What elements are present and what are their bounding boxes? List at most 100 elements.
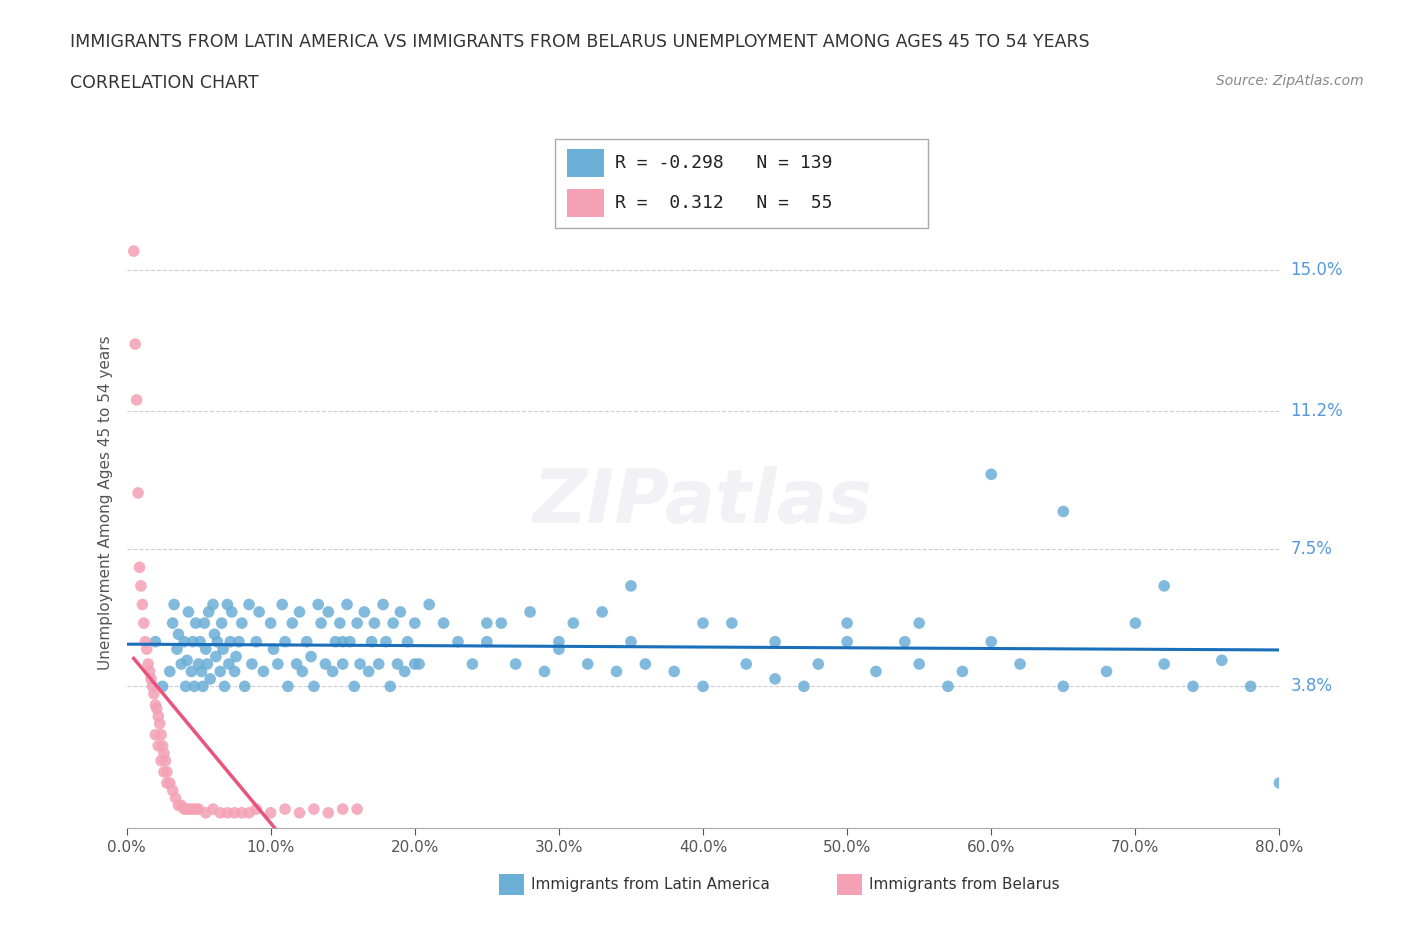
Point bbox=[576, 657, 599, 671]
Point bbox=[371, 597, 394, 612]
Point bbox=[548, 634, 571, 649]
Point bbox=[146, 701, 169, 716]
Point bbox=[211, 616, 233, 631]
Point bbox=[291, 664, 314, 679]
Point bbox=[174, 679, 197, 694]
Point bbox=[240, 657, 263, 671]
Point bbox=[307, 597, 329, 612]
Point bbox=[1052, 504, 1074, 519]
Text: 7.5%: 7.5% bbox=[1291, 539, 1333, 558]
Point bbox=[173, 802, 195, 817]
Point bbox=[980, 634, 1002, 649]
Point bbox=[475, 634, 498, 649]
Point bbox=[763, 671, 786, 686]
Point bbox=[332, 657, 354, 671]
Point bbox=[145, 698, 166, 712]
Point bbox=[127, 485, 149, 500]
Point bbox=[184, 802, 207, 817]
Point bbox=[139, 671, 162, 686]
Point bbox=[763, 634, 786, 649]
Point bbox=[170, 657, 193, 671]
Point bbox=[231, 616, 253, 631]
Point bbox=[180, 664, 202, 679]
Point bbox=[233, 679, 256, 694]
Point bbox=[353, 604, 375, 619]
Point bbox=[374, 634, 398, 649]
Point bbox=[198, 671, 221, 686]
Point bbox=[634, 657, 657, 671]
Point bbox=[205, 649, 228, 664]
Point bbox=[225, 649, 247, 664]
Point bbox=[194, 642, 217, 657]
Point bbox=[155, 753, 177, 768]
Point bbox=[238, 805, 260, 820]
Point bbox=[418, 597, 440, 612]
Point bbox=[153, 746, 176, 761]
Point bbox=[134, 634, 156, 649]
Point bbox=[357, 664, 380, 679]
Point bbox=[202, 802, 225, 817]
Point bbox=[142, 686, 165, 701]
Point bbox=[135, 642, 157, 657]
Point bbox=[214, 679, 236, 694]
Point bbox=[314, 657, 336, 671]
Point bbox=[394, 664, 416, 679]
Point bbox=[1008, 657, 1031, 671]
Point bbox=[309, 616, 332, 631]
Point bbox=[148, 709, 170, 724]
Point bbox=[1240, 679, 1263, 694]
Text: CORRELATION CHART: CORRELATION CHART bbox=[70, 74, 259, 92]
Y-axis label: Unemployment Among Ages 45 to 54 years: Unemployment Among Ages 45 to 54 years bbox=[97, 335, 112, 670]
Point bbox=[122, 244, 145, 259]
Point bbox=[125, 392, 148, 407]
Point bbox=[195, 657, 218, 671]
Text: ZIPatlas: ZIPatlas bbox=[533, 466, 873, 538]
Point bbox=[908, 616, 931, 631]
Point bbox=[329, 616, 352, 631]
Point bbox=[149, 716, 172, 731]
Point bbox=[332, 634, 354, 649]
Point bbox=[194, 805, 217, 820]
Point bbox=[1268, 776, 1291, 790]
Point bbox=[176, 653, 198, 668]
Point bbox=[167, 798, 190, 813]
Point bbox=[219, 634, 242, 649]
Point bbox=[285, 657, 308, 671]
Point bbox=[212, 642, 235, 657]
Point bbox=[396, 634, 419, 649]
Point bbox=[245, 634, 267, 649]
Point bbox=[132, 616, 155, 631]
Point bbox=[322, 664, 344, 679]
Point bbox=[252, 664, 274, 679]
FancyBboxPatch shape bbox=[555, 140, 928, 228]
Point bbox=[1153, 578, 1175, 593]
Point bbox=[129, 578, 152, 593]
Point bbox=[170, 798, 193, 813]
Point bbox=[150, 753, 173, 768]
Point bbox=[367, 657, 389, 671]
Text: 3.8%: 3.8% bbox=[1291, 677, 1333, 696]
Point bbox=[173, 634, 195, 649]
Point bbox=[202, 597, 225, 612]
Point bbox=[231, 805, 253, 820]
Point bbox=[150, 727, 173, 742]
Text: R = -0.298   N = 139: R = -0.298 N = 139 bbox=[614, 154, 832, 172]
Point bbox=[591, 604, 613, 619]
Point bbox=[166, 642, 188, 657]
Point bbox=[1181, 679, 1204, 694]
Point bbox=[835, 616, 858, 631]
Point bbox=[302, 679, 325, 694]
Point bbox=[190, 664, 212, 679]
Point bbox=[218, 657, 240, 671]
Point bbox=[908, 657, 931, 671]
Point bbox=[209, 664, 232, 679]
Point bbox=[187, 802, 209, 817]
Point bbox=[176, 802, 198, 817]
Point bbox=[156, 764, 179, 779]
Point bbox=[363, 616, 385, 631]
Point bbox=[894, 634, 917, 649]
Point bbox=[165, 790, 187, 805]
Point bbox=[404, 616, 426, 631]
Point bbox=[187, 657, 209, 671]
Point bbox=[461, 657, 484, 671]
